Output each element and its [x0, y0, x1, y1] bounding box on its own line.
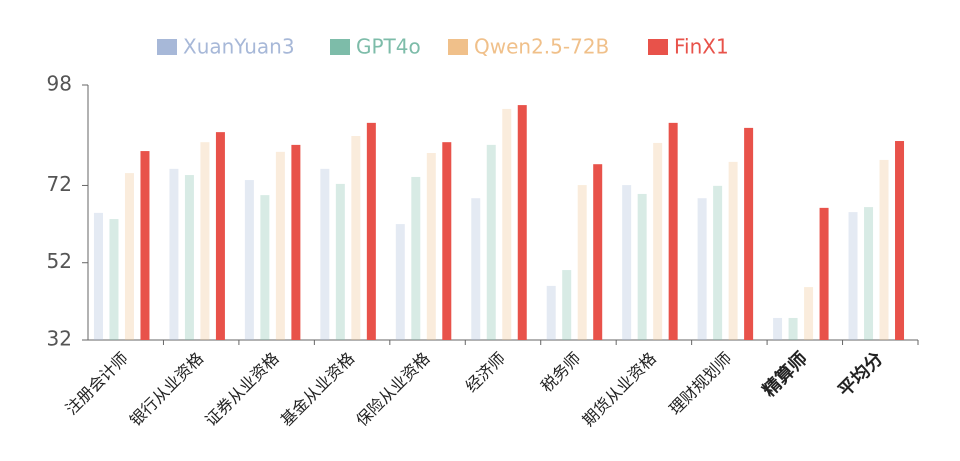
- bar: [486, 144, 496, 340]
- legend-label: FinX1: [674, 35, 729, 59]
- bar: [140, 151, 150, 340]
- bar: [517, 105, 527, 340]
- x-tick-label: 精算师: [758, 348, 812, 402]
- bar: [366, 122, 376, 340]
- bar: [471, 198, 481, 340]
- bar: [169, 168, 179, 340]
- legend-label: GPT4o: [356, 35, 421, 59]
- y-tick-label: 98: [47, 72, 72, 96]
- bar: [109, 219, 119, 340]
- bar: [744, 127, 754, 341]
- bar: [411, 176, 421, 340]
- y-tick-label: 72: [47, 172, 72, 196]
- bar: [879, 159, 889, 340]
- bar: [713, 185, 723, 340]
- bar: [653, 142, 663, 340]
- bar: [788, 317, 798, 340]
- bar: [728, 161, 738, 340]
- bar: [577, 185, 587, 340]
- x-tick-label: 基金从业资格: [277, 349, 358, 430]
- x-tick-label: 注册会计师: [62, 349, 132, 419]
- bar: [593, 164, 603, 340]
- bar: [200, 142, 210, 340]
- bar: [773, 317, 783, 340]
- bar: [260, 195, 270, 340]
- bar: [697, 198, 707, 340]
- bar: [335, 183, 345, 340]
- x-tick-label: 经济师: [462, 349, 509, 396]
- bar: [562, 270, 572, 340]
- bar: [244, 180, 254, 340]
- bar: [426, 153, 436, 340]
- x-tick-label: 理财规划师: [665, 349, 735, 419]
- bar: [819, 207, 829, 340]
- x-tick-label: 平均分: [834, 348, 888, 402]
- legend-label: Qwen2.5-72B: [474, 35, 609, 59]
- bar: [848, 212, 858, 340]
- bar: [275, 151, 285, 340]
- bar: [502, 108, 512, 340]
- bar: [804, 287, 814, 340]
- bar: [215, 132, 225, 340]
- bar: [668, 122, 678, 340]
- y-tick-label: 52: [47, 249, 72, 273]
- x-tick-label: 银行从业资格: [126, 349, 207, 430]
- bar: [93, 212, 103, 340]
- y-tick-label: 32: [47, 327, 72, 351]
- bar: [124, 173, 134, 340]
- bar: [351, 136, 361, 340]
- bar: [442, 142, 452, 340]
- bar: [320, 168, 330, 340]
- bar: [395, 224, 405, 340]
- x-tick-label: 保险从业资格: [352, 349, 433, 430]
- x-tick-label: 期货从业资格: [579, 349, 660, 430]
- legend-swatch: [330, 39, 350, 55]
- bar: [184, 175, 194, 340]
- x-tick-label: 证券从业资格: [201, 349, 282, 430]
- legend-label: XuanYuan3: [183, 35, 295, 59]
- bar: [864, 207, 874, 340]
- legend-swatch: [448, 39, 468, 55]
- legend-swatch: [157, 39, 177, 55]
- x-tick-label: 税务师: [537, 349, 584, 396]
- bar: [291, 144, 301, 340]
- bar: [622, 185, 632, 340]
- bar: [895, 141, 905, 340]
- legend-swatch: [648, 39, 668, 55]
- bar: [637, 193, 647, 340]
- bar: [546, 285, 556, 340]
